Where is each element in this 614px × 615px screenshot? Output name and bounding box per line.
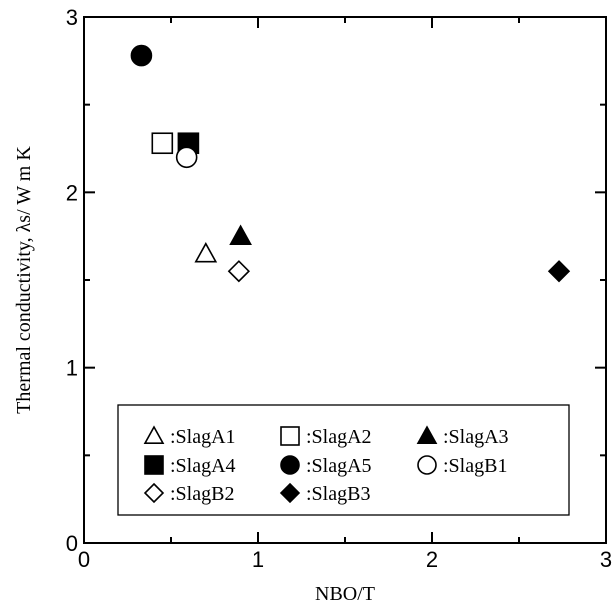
y-tick-label: 2 bbox=[66, 180, 78, 205]
legend-label: :SlagA3 bbox=[443, 426, 509, 448]
x-tick-label: 0 bbox=[78, 547, 90, 572]
data-points bbox=[130, 44, 571, 283]
data-point bbox=[547, 260, 571, 283]
data-point bbox=[227, 260, 250, 283]
legend-marker bbox=[417, 455, 437, 475]
legend-marker bbox=[416, 425, 438, 445]
x-tick-label: 2 bbox=[426, 547, 438, 572]
y-tick-label: 3 bbox=[66, 5, 78, 30]
legend-label: :SlagB3 bbox=[306, 483, 370, 505]
y-tick-label: 1 bbox=[66, 356, 78, 381]
y-axis-title: Thermal conductivity, λs/ W m K bbox=[13, 146, 35, 414]
legend-marker bbox=[143, 482, 165, 504]
legend-label: :SlagA2 bbox=[306, 426, 372, 448]
legend-marker bbox=[280, 455, 300, 475]
legend-label: :SlagA5 bbox=[306, 455, 372, 477]
y-tick-label: 0 bbox=[66, 531, 78, 556]
legend-marker bbox=[143, 425, 165, 445]
legend-marker bbox=[144, 455, 164, 475]
data-point bbox=[229, 224, 252, 245]
axis-ticks bbox=[83, 16, 607, 544]
legend: :SlagA1 :SlagA2 :SlagA3 :SlagA4 :SlagA5 :Slag… bbox=[143, 425, 509, 505]
legend-label: :SlagB2 bbox=[170, 483, 234, 505]
data-point bbox=[151, 132, 174, 155]
legend-box bbox=[117, 404, 570, 516]
legend-marker bbox=[280, 426, 300, 446]
data-point bbox=[175, 146, 198, 169]
data-point bbox=[194, 242, 218, 263]
legend-marker bbox=[279, 482, 301, 504]
tick-labels: 0 1 2 3 0 1 2 3 bbox=[66, 5, 612, 572]
x-tick-label: 1 bbox=[252, 547, 264, 572]
legend-label: :SlagA1 bbox=[170, 426, 236, 448]
legend-label: :SlagA4 bbox=[170, 455, 236, 477]
legend-label: :SlagB1 bbox=[443, 455, 507, 477]
x-tick-label: 3 bbox=[600, 547, 612, 572]
x-axis-title: NBO/T bbox=[315, 583, 375, 605]
data-point bbox=[130, 44, 153, 67]
